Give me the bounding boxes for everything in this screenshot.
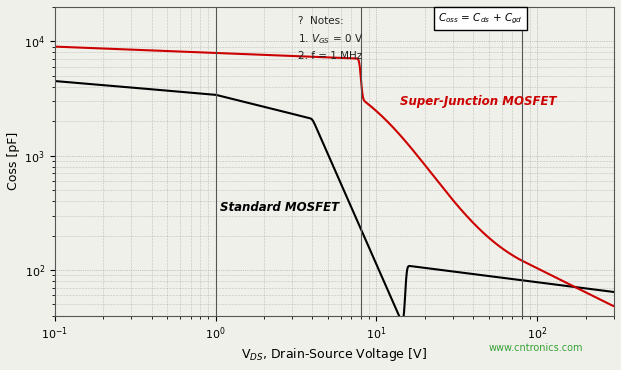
Text: Super-Junction MOSFET: Super-Junction MOSFET bbox=[400, 95, 556, 108]
Text: Standard MOSFET: Standard MOSFET bbox=[220, 201, 339, 214]
Y-axis label: Coss [pF]: Coss [pF] bbox=[7, 132, 20, 191]
X-axis label: V$_{DS}$, Drain-Source Voltage [V]: V$_{DS}$, Drain-Source Voltage [V] bbox=[242, 346, 427, 363]
Text: $C_{oss}$ = $C_{ds}$ + $C_{gd}$: $C_{oss}$ = $C_{ds}$ + $C_{gd}$ bbox=[438, 11, 522, 26]
Text: www.cntronics.com: www.cntronics.com bbox=[488, 343, 582, 353]
Text: ?  Notes:
1. $V_{GS}$ = 0 V
2. f = 1 MHz: ? Notes: 1. $V_{GS}$ = 0 V 2. f = 1 MHz bbox=[298, 16, 363, 61]
